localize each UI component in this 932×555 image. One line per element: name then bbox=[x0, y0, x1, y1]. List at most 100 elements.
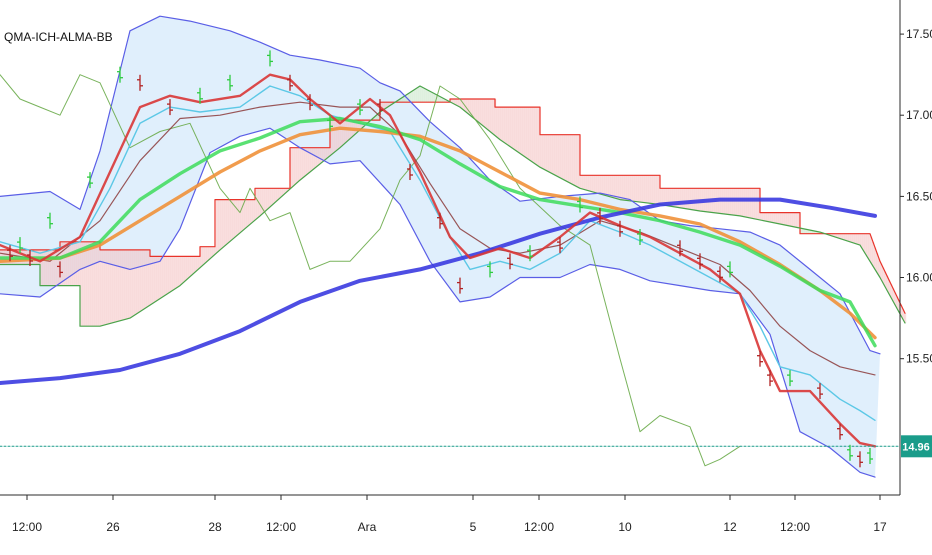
cloud-slice bbox=[868, 234, 870, 260]
cloud-slice bbox=[654, 175, 656, 204]
cloud-slice bbox=[796, 213, 798, 228]
cloud-slice bbox=[532, 107, 534, 162]
cloud-slice bbox=[314, 148, 316, 168]
cloud-slice bbox=[632, 175, 634, 201]
cloud-slice bbox=[736, 188, 738, 215]
cloud-slice bbox=[852, 234, 854, 243]
cloud-slice bbox=[304, 148, 306, 176]
cloud-slice bbox=[584, 175, 586, 189]
cloud-slice bbox=[744, 188, 746, 217]
cloud-slice bbox=[296, 148, 298, 183]
cloud-slice bbox=[498, 107, 500, 139]
cloud-slice bbox=[346, 120, 348, 141]
cloud-slice bbox=[166, 256, 168, 294]
cloud-slice bbox=[580, 175, 582, 188]
cloud-slice bbox=[260, 188, 262, 215]
cloud-slice bbox=[636, 175, 638, 201]
cloud-slice bbox=[638, 175, 640, 202]
cloud-slice bbox=[530, 107, 532, 161]
cloud-slice bbox=[344, 120, 346, 143]
cloud-slice bbox=[542, 135, 544, 169]
cloud-slice bbox=[648, 175, 650, 203]
cloud-slice bbox=[778, 213, 780, 224]
cloud-slice bbox=[866, 234, 868, 257]
cloud-slice bbox=[276, 188, 278, 200]
cloud-slice bbox=[266, 188, 268, 209]
cloud-slice bbox=[324, 148, 326, 160]
x-tick-label: 10 bbox=[618, 520, 632, 534]
cloud-slice bbox=[756, 188, 758, 219]
cloud-slice bbox=[236, 200, 238, 236]
cloud-slice bbox=[124, 250, 126, 320]
cloud-slice bbox=[790, 213, 792, 227]
cloud-slice bbox=[134, 250, 136, 315]
cloud-slice bbox=[198, 256, 200, 268]
cloud-slice bbox=[424, 89, 426, 103]
cloud-slice bbox=[416, 88, 418, 102]
cloud-slice bbox=[566, 135, 568, 182]
cloud-slice bbox=[84, 242, 86, 326]
cloud-slice bbox=[190, 256, 192, 275]
cloud-slice bbox=[294, 148, 296, 185]
cloud-slice bbox=[634, 175, 636, 201]
cloud-slice bbox=[856, 234, 858, 244]
cloud-slice bbox=[598, 175, 600, 193]
cloud-slice bbox=[688, 188, 690, 209]
cloud-slice bbox=[624, 175, 626, 200]
cloud-slice bbox=[748, 188, 750, 217]
cloud-slice bbox=[488, 99, 490, 131]
cloud-slice bbox=[326, 148, 328, 159]
cloud-slice bbox=[312, 148, 314, 170]
cloud-slice bbox=[420, 87, 422, 103]
cloud-slice bbox=[224, 200, 226, 246]
cloud-slice bbox=[480, 99, 482, 124]
cloud-slice bbox=[544, 135, 546, 170]
cloud-slice bbox=[594, 175, 596, 192]
cloud-slice bbox=[568, 135, 570, 183]
cloud-slice bbox=[156, 256, 158, 300]
chart-title: QMA-ICH-ALMA-BB bbox=[4, 30, 113, 44]
cloud-slice bbox=[788, 213, 790, 226]
cloud-slice bbox=[308, 148, 310, 173]
cloud-slice bbox=[162, 256, 164, 296]
cloud-slice bbox=[138, 250, 140, 312]
cloud-slice bbox=[656, 175, 658, 204]
cloud-slice bbox=[112, 250, 114, 323]
cloud-slice bbox=[126, 250, 128, 319]
cloud-slice bbox=[238, 200, 240, 234]
cloud-slice bbox=[116, 250, 118, 322]
cloud-slice bbox=[228, 200, 230, 243]
cloud-slice bbox=[222, 200, 224, 248]
cloud-slice bbox=[146, 250, 148, 307]
cloud-slice bbox=[602, 175, 604, 195]
cloud-slice bbox=[90, 242, 92, 326]
cloud-slice bbox=[626, 175, 628, 200]
cloud-slice bbox=[506, 107, 508, 144]
cloud-slice bbox=[620, 175, 622, 200]
cloud-slice bbox=[426, 90, 428, 103]
cloud-slice bbox=[792, 213, 794, 227]
cloud-slice bbox=[310, 148, 312, 172]
cloud-slice bbox=[740, 188, 742, 216]
cloud-slice bbox=[576, 135, 578, 187]
cloud-slice bbox=[630, 175, 632, 201]
cloud-slice bbox=[98, 242, 100, 326]
cloud-slice bbox=[588, 175, 590, 191]
cloud-slice bbox=[74, 242, 76, 286]
cloud-slice bbox=[504, 107, 506, 143]
cloud-slice bbox=[642, 175, 644, 202]
cloud-slice bbox=[72, 242, 74, 286]
cloud-slice bbox=[88, 242, 90, 326]
cloud-slice bbox=[850, 234, 852, 242]
cloud-slice bbox=[466, 99, 468, 113]
cloud-slice bbox=[540, 135, 542, 168]
cloud-slice bbox=[622, 175, 624, 200]
cloud-slice bbox=[144, 250, 146, 308]
cloud-slice bbox=[562, 135, 564, 180]
cloud-slice bbox=[682, 188, 684, 208]
cloud-slice bbox=[854, 234, 856, 244]
cloud-slice bbox=[292, 148, 294, 187]
cloud-slice bbox=[476, 99, 478, 121]
